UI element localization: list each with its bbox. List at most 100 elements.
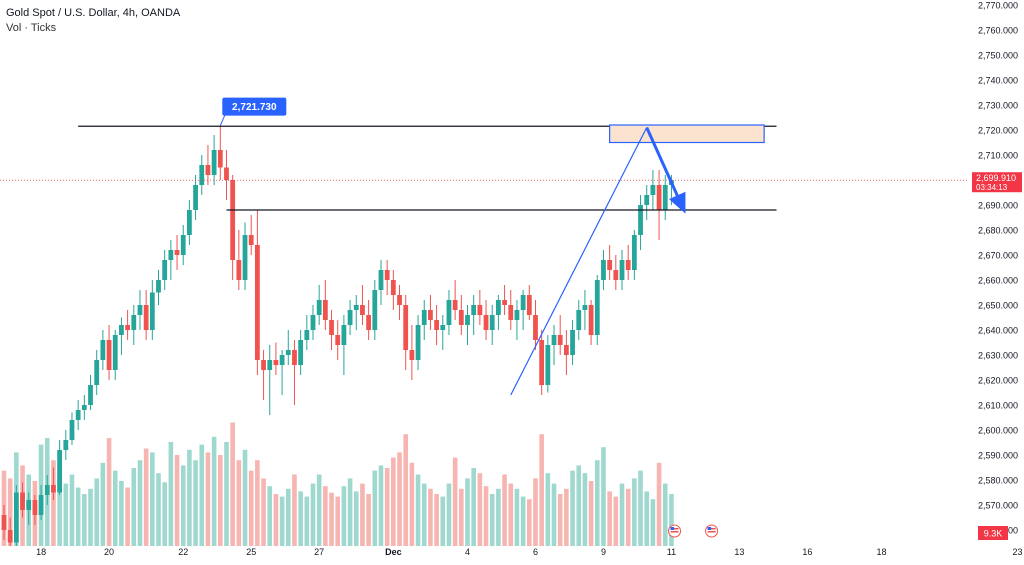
volume-bar xyxy=(551,483,557,546)
candle-body xyxy=(242,235,248,280)
volume-bar xyxy=(329,492,334,546)
candle-body xyxy=(601,260,606,280)
volume-bar xyxy=(273,494,279,546)
y-tick-label: 2,580.000 xyxy=(978,476,1018,486)
candle-body xyxy=(650,185,656,195)
candle-body xyxy=(551,335,557,345)
candle-body xyxy=(13,492,19,543)
candle-body xyxy=(502,300,507,305)
candle-body xyxy=(100,340,106,360)
candle-body xyxy=(292,350,297,365)
volume-bar xyxy=(632,478,637,546)
volume-bar xyxy=(415,474,421,546)
x-tick-label: 4 xyxy=(465,547,470,557)
candle-body xyxy=(526,295,532,315)
volume-bar xyxy=(236,460,242,546)
volume-bar xyxy=(391,457,396,546)
volume-bar xyxy=(607,491,612,546)
x-tick-label: 9 xyxy=(601,547,606,557)
candle-body xyxy=(156,280,161,293)
y-tick-label: 2,710.000 xyxy=(978,151,1018,161)
volume-bar xyxy=(156,473,161,546)
volume-bar xyxy=(248,470,254,546)
candle-body xyxy=(162,260,168,280)
volume-bar xyxy=(137,460,143,546)
candle-body xyxy=(32,500,38,515)
volume-bar xyxy=(650,499,656,546)
high-label-text: 2,721.730 xyxy=(232,102,277,113)
candle-body xyxy=(458,310,464,325)
volume-bar xyxy=(489,494,495,546)
event-icon-stripe xyxy=(707,531,716,533)
candle-body xyxy=(57,450,63,493)
candle-body xyxy=(409,350,415,360)
event-icon-stripe xyxy=(670,531,679,533)
candle-body xyxy=(279,355,285,365)
candle-body xyxy=(81,405,87,410)
countdown-label: 03:34:13 xyxy=(976,183,1008,192)
volume-bar xyxy=(397,452,402,546)
volume-bar xyxy=(564,488,569,546)
volume-bar xyxy=(112,470,118,546)
candle-body xyxy=(254,245,260,360)
candle-body xyxy=(582,305,588,310)
candle-body xyxy=(187,210,192,235)
candle-body xyxy=(662,185,668,210)
x-tick-label: 20 xyxy=(104,547,114,557)
candle-body xyxy=(69,420,75,440)
us-flag-event-icon xyxy=(705,524,719,538)
candle-body xyxy=(106,340,112,370)
drawings[interactable]: 2,721.730 xyxy=(0,97,968,538)
volume-bar xyxy=(224,442,229,546)
candle-body xyxy=(446,300,452,325)
candle-body xyxy=(452,300,458,310)
volume-indicator-label[interactable]: Vol · Ticks xyxy=(6,22,57,34)
y-tick-label: 2,730.000 xyxy=(978,101,1018,111)
symbol-title[interactable]: Gold Spot / U.S. Dollar, 4h, OANDA xyxy=(6,7,181,19)
volume-bar xyxy=(366,494,371,546)
volume-bar xyxy=(353,491,359,546)
volume-bar xyxy=(230,422,235,546)
volume-bars xyxy=(1,422,674,546)
volume-bar xyxy=(644,491,650,546)
volume-bar xyxy=(452,457,458,546)
candle-body xyxy=(224,167,229,180)
x-tick-label: 23 xyxy=(1013,547,1023,557)
x-axis-background xyxy=(0,546,1024,560)
volume-bar xyxy=(428,488,433,546)
candle-body xyxy=(576,310,582,330)
volume-bar xyxy=(588,481,594,546)
candle-body xyxy=(51,485,56,493)
y-axis-background xyxy=(970,0,1024,560)
volume-bar xyxy=(180,465,186,546)
candle-body xyxy=(26,500,32,510)
x-tick-label: 11 xyxy=(667,547,676,557)
volume-bar xyxy=(656,462,662,546)
x-tick-label: 25 xyxy=(246,547,256,557)
candle-body xyxy=(477,305,483,315)
candle-body xyxy=(335,335,341,345)
current-price-tag xyxy=(972,172,1022,193)
candle-body xyxy=(631,235,637,270)
candle-body xyxy=(638,205,643,235)
y-tick-label: 2,670.000 xyxy=(978,251,1018,261)
volume-bar xyxy=(378,465,384,546)
candle-body xyxy=(619,260,625,280)
candle-body xyxy=(149,292,155,330)
y-tick-label: 2,770.000 xyxy=(978,1,1018,11)
candle-body xyxy=(563,345,569,355)
event-icon-canton xyxy=(670,527,675,530)
volume-bar xyxy=(347,478,353,546)
y-tick-label: 2,640.000 xyxy=(978,326,1018,336)
candle-body xyxy=(366,315,372,330)
volume-bar xyxy=(409,462,415,546)
volume-bar xyxy=(446,483,452,546)
candle-body xyxy=(248,235,254,245)
volume-bar xyxy=(520,496,526,546)
volume-bar xyxy=(440,496,446,546)
candle-body xyxy=(94,360,100,385)
volume-bar xyxy=(168,442,174,546)
volume-bar xyxy=(143,448,149,546)
